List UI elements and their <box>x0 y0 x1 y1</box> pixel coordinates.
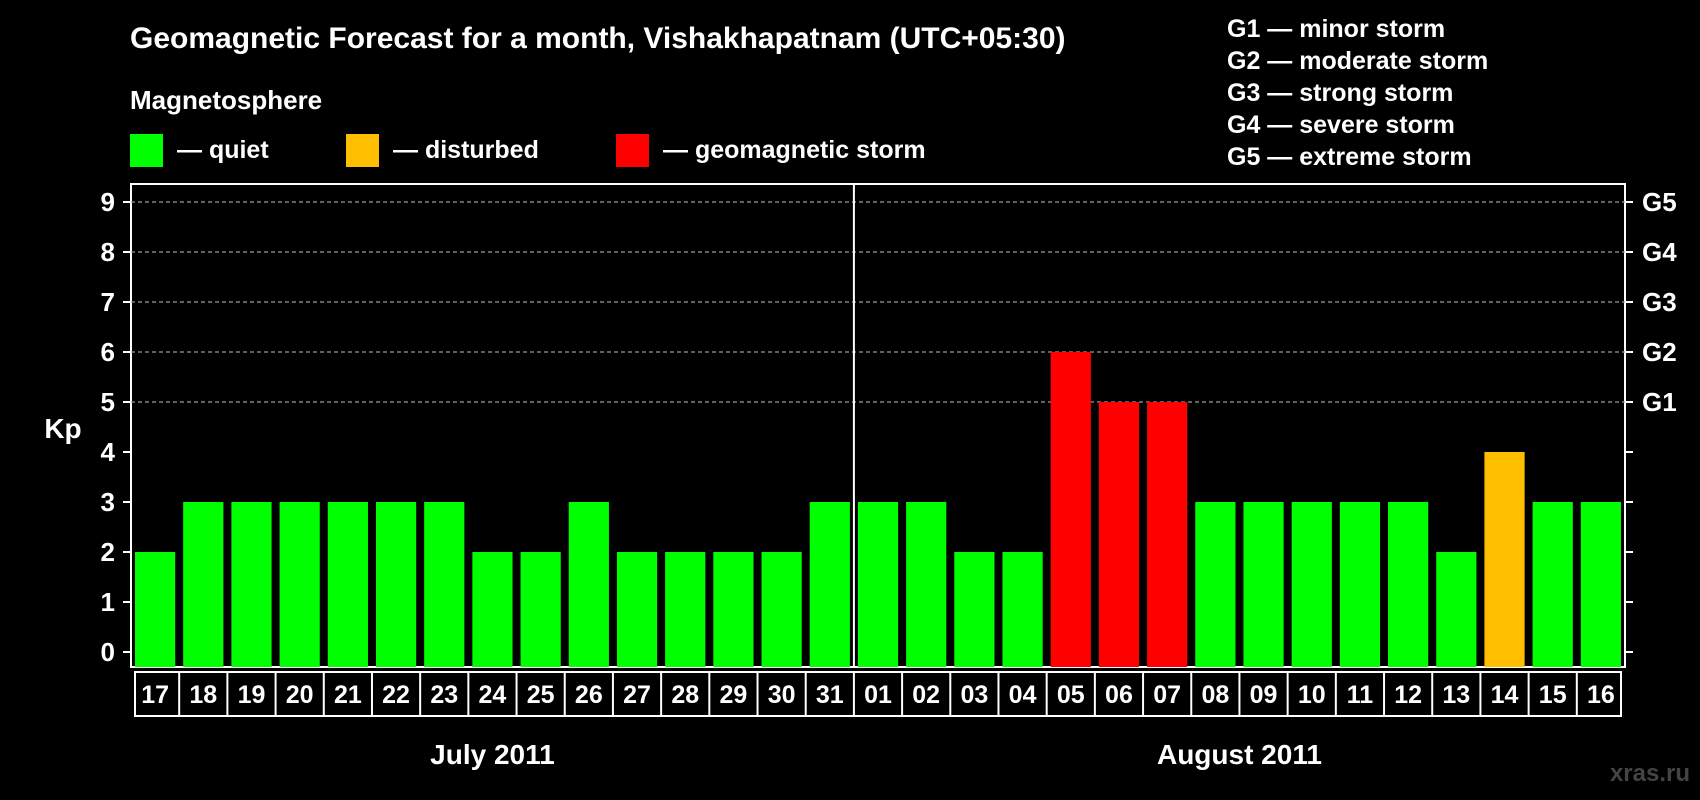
day-label: 13 <box>1442 681 1470 709</box>
day-label: 31 <box>816 681 844 709</box>
g-legend-g2: G2 — moderate storm <box>1227 47 1488 75</box>
bar <box>183 502 224 667</box>
y-tick-label: 9 <box>101 187 115 217</box>
y-tick-label: 2 <box>101 537 115 567</box>
day-label: 17 <box>141 681 169 709</box>
day-label: 14 <box>1491 681 1519 709</box>
day-label: 28 <box>671 681 699 709</box>
day-label-frame <box>134 671 1622 717</box>
day-label: 05 <box>1057 681 1085 709</box>
bar <box>809 502 850 667</box>
chart-title: Geomagnetic Forecast for a month, Vishak… <box>130 22 1066 55</box>
bar <box>616 552 658 667</box>
bar <box>231 502 272 667</box>
y-tick-label: 5 <box>101 387 115 417</box>
day-label: 03 <box>960 681 988 709</box>
bar <box>1098 402 1140 667</box>
bar <box>1147 402 1188 667</box>
day-label: 02 <box>912 681 940 709</box>
day-label: 11 <box>1347 681 1374 709</box>
day-label: 06 <box>1105 681 1133 709</box>
day-label: 10 <box>1298 681 1326 709</box>
day-label: 24 <box>479 681 507 709</box>
status-legend: — quiet — disturbed — geomagnetic storm <box>130 134 926 167</box>
legend-swatch-disturbed <box>346 134 379 167</box>
day-label: 09 <box>1250 681 1278 709</box>
legend-label-quiet: — quiet <box>177 136 269 164</box>
day-label: 23 <box>430 681 458 709</box>
bar <box>135 552 176 667</box>
day-label: 20 <box>286 681 314 709</box>
day-label: 01 <box>864 681 892 709</box>
g-scale-label: G2 <box>1642 337 1677 367</box>
bar <box>568 502 609 667</box>
day-label: 16 <box>1587 681 1615 709</box>
y-tick-label: 4 <box>101 437 116 467</box>
g-scale-label: G4 <box>1642 237 1677 267</box>
day-label: 18 <box>189 681 217 709</box>
bar <box>1580 502 1621 667</box>
day-label: 25 <box>527 681 555 709</box>
day-label: 07 <box>1153 681 1181 709</box>
bar <box>954 552 995 667</box>
bar <box>1484 452 1525 667</box>
bar <box>1291 502 1332 667</box>
bar <box>1050 352 1091 667</box>
g-legend-g3: G3 — strong storm <box>1227 79 1453 107</box>
bar <box>520 552 561 667</box>
y-tick-label: 0 <box>101 637 115 667</box>
y-tick-label: 8 <box>101 237 115 267</box>
day-label: 12 <box>1394 681 1422 709</box>
month-label: July 2011 <box>430 739 555 770</box>
bar <box>761 552 802 667</box>
day-label: 08 <box>1201 681 1229 709</box>
legend-label-storm: — geomagnetic storm <box>663 136 926 164</box>
g-legend-g5: G5 — extreme storm <box>1227 143 1472 171</box>
month-label: August 2011 <box>1157 739 1322 770</box>
y-tick-label: 6 <box>101 337 115 367</box>
bar <box>1436 552 1477 667</box>
y-tick-label: 7 <box>101 287 115 317</box>
legend-swatch-storm <box>616 134 649 167</box>
y-tick-label: 3 <box>101 487 115 517</box>
g-legend-g4: G4 — severe storm <box>1227 111 1455 139</box>
day-label: 19 <box>238 681 266 709</box>
day-label: 15 <box>1539 681 1567 709</box>
g-scale-label: G3 <box>1642 287 1677 317</box>
bar <box>424 502 465 667</box>
bar <box>1002 552 1043 667</box>
bar <box>279 502 320 667</box>
day-label: 29 <box>720 681 748 709</box>
bar <box>1388 502 1429 667</box>
legend-label-disturbed: — disturbed <box>393 136 539 164</box>
bar <box>713 552 754 667</box>
legend-title: Magnetosphere <box>130 85 322 115</box>
day-label: 26 <box>575 681 603 709</box>
g-scale-label: G5 <box>1642 187 1677 217</box>
y-tick-label: 1 <box>101 587 115 617</box>
y-axis-label: Kp <box>44 413 81 444</box>
day-label: 22 <box>382 681 410 709</box>
day-label: 30 <box>768 681 796 709</box>
day-label: 27 <box>623 681 651 709</box>
storm-scale-legend: G1 — minor storm G2 — moderate storm G3 … <box>1227 15 1488 171</box>
g-scale-label: G1 <box>1642 387 1677 417</box>
bar <box>665 552 706 667</box>
bar <box>327 502 368 667</box>
bar <box>375 502 417 667</box>
bar <box>1243 502 1284 667</box>
day-label: 04 <box>1009 681 1037 709</box>
bar <box>857 502 899 667</box>
bar <box>472 552 513 667</box>
bar <box>1195 502 1236 667</box>
day-label: 21 <box>334 681 362 709</box>
g-legend-g1: G1 — minor storm <box>1227 15 1445 43</box>
bar <box>906 502 947 667</box>
bar <box>1339 502 1381 667</box>
watermark: xras.ru <box>1610 760 1690 787</box>
bar <box>1532 502 1573 667</box>
legend-swatch-quiet <box>130 134 163 167</box>
